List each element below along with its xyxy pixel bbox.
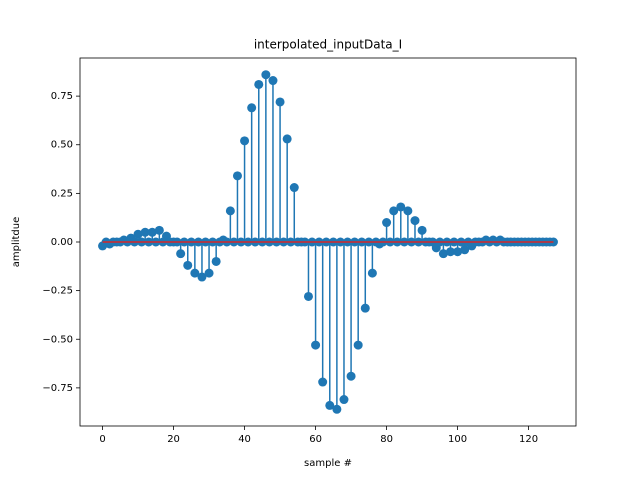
stem-marker bbox=[254, 79, 264, 89]
stem-marker bbox=[438, 249, 448, 259]
x-tick-label: 120 bbox=[519, 434, 538, 445]
y-tick-label: −0.25 bbox=[42, 286, 73, 297]
stem-marker bbox=[360, 303, 370, 313]
stem-marker bbox=[190, 268, 200, 278]
stem-marker bbox=[453, 247, 463, 257]
stem-marker bbox=[211, 256, 221, 266]
stem-marker bbox=[147, 227, 157, 237]
stem-marker bbox=[303, 291, 313, 301]
y-tick-label: −0.75 bbox=[42, 383, 73, 394]
stem-marker bbox=[232, 171, 242, 181]
y-tick-label: 0.25 bbox=[51, 188, 73, 199]
y-tick-label: 0.50 bbox=[51, 140, 73, 151]
stem-marker bbox=[204, 268, 214, 278]
x-tick-label: 40 bbox=[238, 434, 251, 445]
stem-marker bbox=[176, 249, 186, 259]
stem-marker bbox=[396, 202, 406, 212]
y-axis-label: amplitdue bbox=[11, 217, 22, 268]
plot-frame bbox=[79, 57, 577, 427]
stem-marker bbox=[460, 245, 470, 255]
stem-marker bbox=[268, 76, 278, 86]
stem-marker bbox=[275, 97, 285, 107]
stem-marker bbox=[417, 225, 427, 235]
stem-marker bbox=[403, 206, 413, 216]
stem-marker bbox=[240, 136, 250, 146]
stem-marker bbox=[133, 229, 143, 239]
stem-marker bbox=[389, 206, 399, 216]
stem-marker bbox=[346, 371, 356, 381]
stem-marker bbox=[339, 395, 349, 405]
stem-marker bbox=[183, 260, 193, 270]
stem-marker bbox=[325, 400, 335, 410]
x-tick-label: 100 bbox=[448, 434, 467, 445]
stem-marker bbox=[225, 206, 235, 216]
y-tick-label: 0.75 bbox=[51, 91, 73, 102]
stem-marker bbox=[367, 268, 377, 278]
stem-marker bbox=[247, 103, 257, 113]
stem-marker bbox=[261, 70, 271, 80]
y-tick-label: −0.50 bbox=[42, 334, 73, 345]
stem-marker bbox=[140, 227, 150, 237]
x-tick-label: 0 bbox=[99, 434, 105, 445]
x-axis-label: sample # bbox=[304, 458, 352, 469]
stem-marker bbox=[382, 218, 392, 228]
stem-marker bbox=[332, 404, 342, 414]
stem-marker bbox=[318, 377, 328, 387]
stem-marker bbox=[410, 216, 420, 226]
stem-marker bbox=[154, 225, 164, 235]
stem-marker bbox=[197, 272, 207, 282]
x-tick-label: 60 bbox=[309, 434, 322, 445]
stem-marker bbox=[445, 247, 455, 257]
stem-marker bbox=[282, 134, 292, 144]
x-tick-label: 80 bbox=[380, 434, 393, 445]
stem-marker bbox=[289, 183, 299, 193]
stem-marker bbox=[353, 340, 363, 350]
stem-marker bbox=[311, 340, 321, 350]
x-tick-label: 20 bbox=[167, 434, 180, 445]
chart-title: interpolated_inputData_I bbox=[254, 38, 402, 52]
y-tick-label: 0.00 bbox=[51, 237, 73, 248]
